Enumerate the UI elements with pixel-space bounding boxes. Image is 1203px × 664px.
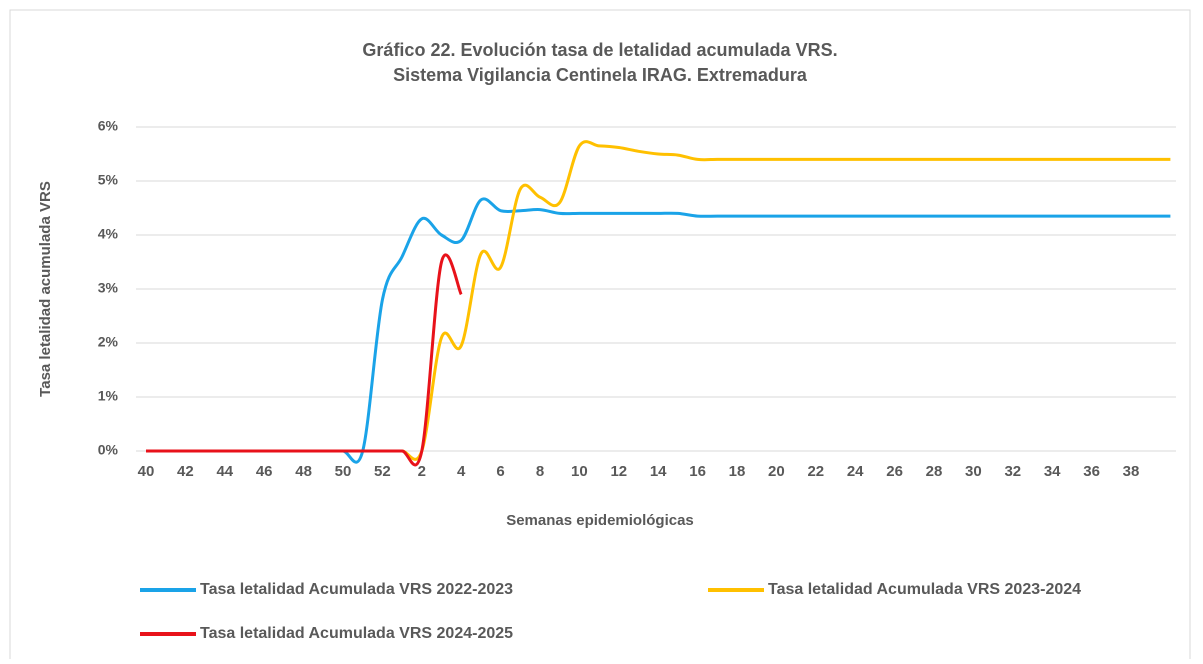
legend-label: Tasa letalidad Acumulada VRS 2022-2023	[200, 581, 513, 598]
x-tick-label: 34	[1044, 463, 1061, 480]
x-tick-label: 24	[847, 463, 864, 480]
x-tick-label: 42	[177, 463, 194, 480]
x-tick-label: 26	[886, 463, 903, 480]
chart-title: Gráfico 22. Evolución tasa de letalidad …	[362, 40, 837, 60]
legend-label: Tasa letalidad Acumulada VRS 2023-2024	[768, 581, 1081, 598]
x-tick-label: 8	[536, 463, 544, 480]
y-tick-label: 0%	[98, 442, 119, 458]
y-axis-title: Tasa letalidad acumulada VRS	[37, 181, 54, 397]
y-tick-label: 4%	[98, 226, 119, 242]
chart-frame	[9, 9, 1191, 664]
x-tick-label: 32	[1004, 463, 1021, 480]
x-axis-title: Semanas epidemiológicas	[506, 512, 694, 529]
x-tick-label: 16	[689, 463, 706, 480]
x-tick-label: 38	[1123, 463, 1140, 480]
x-tick-label: 10	[571, 463, 588, 480]
x-tick-label: 22	[807, 463, 824, 480]
x-tick-label: 28	[926, 463, 943, 480]
x-tick-label: 50	[335, 463, 352, 480]
chart-title: Sistema Vigilancia Centinela IRAG. Extre…	[393, 65, 808, 85]
x-tick-label: 14	[650, 463, 667, 480]
x-tick-label: 44	[216, 463, 233, 480]
x-tick-label: 4	[457, 463, 466, 480]
series-line	[145, 253, 463, 467]
x-tick-label: 46	[256, 463, 273, 480]
x-tick-label: 18	[729, 463, 746, 480]
y-tick-label: 3%	[98, 280, 119, 296]
x-tick-label: 6	[496, 463, 504, 480]
x-tick-label: 30	[965, 463, 982, 480]
x-tick-label: 52	[374, 463, 391, 480]
y-tick-label: 5%	[98, 172, 119, 188]
x-tick-label: 48	[295, 463, 312, 480]
x-tick-label: 36	[1083, 463, 1100, 480]
x-tick-label: 12	[610, 463, 627, 480]
y-tick-label: 1%	[98, 388, 119, 404]
x-tick-label: 40	[138, 463, 155, 480]
y-tick-label: 6%	[98, 118, 119, 134]
x-tick-label: 2	[418, 463, 426, 480]
x-tick-label: 20	[768, 463, 785, 480]
legend-label: Tasa letalidad Acumulada VRS 2024-2025	[200, 625, 513, 642]
y-tick-label: 2%	[98, 334, 119, 350]
